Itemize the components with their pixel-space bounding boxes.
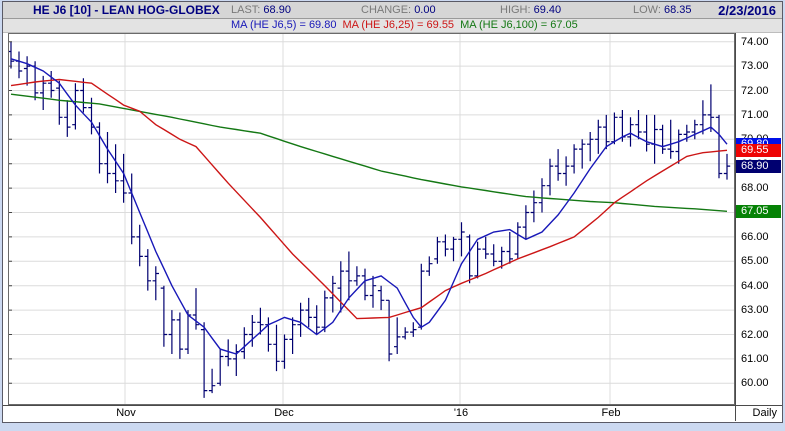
- ma-line-6: [10, 58, 728, 355]
- y-axis-label: 73.00: [741, 60, 769, 73]
- stat-last: LAST: 68.90: [231, 4, 291, 16]
- legend-ma-2: MA (HE J6,100) = 67.05: [460, 19, 578, 31]
- price-badge: 67.05: [736, 204, 781, 218]
- y-axis-label: 74.00: [741, 35, 769, 48]
- legend-ma-0: MA (HE J6,5) = 69.80: [231, 19, 337, 31]
- y-axis-label: 60.00: [741, 377, 769, 390]
- y-axis-label: 71.00: [741, 108, 769, 121]
- y-axis-label: 65.00: [741, 255, 769, 268]
- plot-frame: [8, 33, 735, 405]
- moving-average-legend-bar: MA (HE J6,5) = 69.80 MA (HE J6,25) = 69.5…: [3, 19, 782, 33]
- price-plot[interactable]: [8, 33, 735, 405]
- chart-widget: HE J6 [10] - LEAN HOG-GLOBEX LAST: 68.90…: [2, 1, 783, 423]
- price-badge: 68.90: [736, 159, 781, 173]
- chart-header-bar: HE J6 [10] - LEAN HOG-GLOBEX LAST: 68.90…: [3, 2, 782, 19]
- moving-average-legend: MA (HE J6,5) = 69.80 MA (HE J6,25) = 69.5…: [231, 19, 584, 31]
- y-axis-label: 61.00: [741, 352, 769, 365]
- y-axis-label: 62.00: [741, 328, 769, 341]
- price-badge: 69.55: [736, 143, 781, 157]
- month-label: '16: [453, 407, 469, 419]
- chart-date: 2/23/2016: [718, 3, 776, 18]
- chart-title: HE J6 [10] - LEAN HOG-GLOBEX: [33, 3, 220, 17]
- y-axis-label: 68.00: [741, 182, 769, 195]
- timeframe-label: Daily: [735, 406, 782, 421]
- chart-body: 74.0073.0072.0071.0070.0069.0068.0067.00…: [3, 33, 782, 405]
- month-label: Dec: [274, 407, 294, 419]
- stat-low: LOW: 68.35: [633, 4, 692, 16]
- stat-change: CHANGE: 0.00: [361, 4, 436, 16]
- month-gridlines: [124, 34, 611, 404]
- y-axis-label: 72.00: [741, 84, 769, 97]
- legend-ma-1: MA (HE J6,25) = 69.55: [342, 19, 455, 31]
- y-axis-label: 63.00: [741, 304, 769, 317]
- ma-line-6: [10, 78, 728, 320]
- stat-high: HIGH: 69.40: [500, 4, 562, 16]
- y-axis-label: 66.00: [741, 230, 769, 243]
- y-axis-label: 64.00: [741, 279, 769, 292]
- price-gridlines: [9, 41, 734, 384]
- month-label: Feb: [601, 407, 621, 419]
- time-axis: Nov Dec '16 Feb Daily: [3, 405, 782, 421]
- price-tick-marks: [8, 41, 12, 384]
- ma-line-6: [10, 93, 728, 212]
- month-label: Nov: [116, 407, 136, 419]
- ohlc-bars: [8, 41, 731, 398]
- price-axis-panel: 74.0073.0072.0071.0070.0069.0068.0067.00…: [735, 33, 782, 405]
